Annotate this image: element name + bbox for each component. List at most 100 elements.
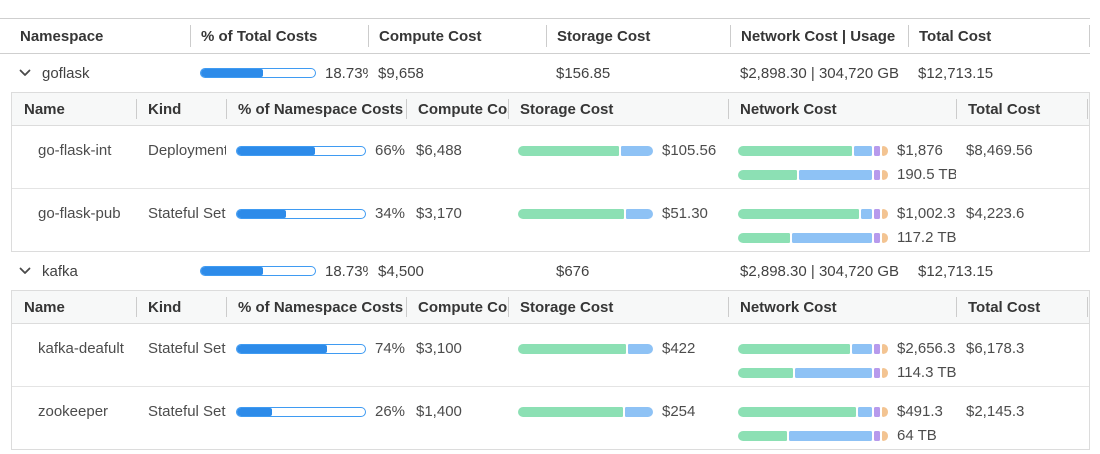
bar-segment-green <box>518 344 626 354</box>
percent-of-namespace-value: 26% <box>375 403 406 420</box>
workload-storage-cell: $422 <box>508 324 728 386</box>
storage-cost-value: $422 <box>662 340 696 357</box>
namespace-name-cell: kafka <box>0 252 190 290</box>
storage-cost-value: $254 <box>662 403 696 420</box>
column-header-of-namespace-costs: % of Namespace Costs <box>226 291 406 323</box>
workload-storage-cell: $105.56 <box>508 126 728 188</box>
chevron-down-icon[interactable] <box>18 66 32 80</box>
network-cost-bar <box>738 209 888 219</box>
bar-segment-purple <box>874 407 881 417</box>
network-usage-bar <box>738 368 889 378</box>
bar-segment-green <box>738 233 790 243</box>
storage-cost-bar <box>518 344 653 354</box>
network-usage-line: 190.5 TB <box>738 165 956 185</box>
namespace-total-cost: $12,713.15 <box>918 262 994 280</box>
column-header-storage-cost: Storage Cost <box>546 19 730 53</box>
bar-segment-blue <box>788 431 873 441</box>
bar-segment-blue <box>852 344 873 354</box>
bar-segment-blue <box>858 407 873 417</box>
network-usage-line: 114.3 TB <box>738 363 956 383</box>
percent-progress-bar <box>236 209 366 219</box>
network-usage-line: 64 TB <box>738 426 956 446</box>
storage-cost-value: $51.30 <box>662 205 708 222</box>
bar-segment-orange <box>882 368 889 378</box>
namespace-name-cell: goflask <box>0 54 190 92</box>
bar-segment-blue <box>626 209 653 219</box>
percent-progress-bar <box>200 266 316 276</box>
workload-compute-cost: $6,488 <box>416 142 462 159</box>
network-usage-value: 117.2 TB <box>897 229 956 246</box>
network-cost-value: $1,876 <box>897 142 943 159</box>
bar-segment-blue <box>853 146 873 156</box>
bar-segment-orange <box>882 233 889 243</box>
storage-cost-value: $105.56 <box>662 142 717 159</box>
column-header-compute-cost: Compute Cost <box>368 19 546 53</box>
workload-percent-cell: 34% <box>226 189 406 251</box>
workload-row: kafka-deafult Stateful Set 74% $3,100 $422 $2… <box>12 324 1089 386</box>
column-header-network-cost-usage: Network Cost | Usage <box>730 19 908 53</box>
namespace-row[interactable]: kafka 18.73% $4,500 $676 $2,898.30 | 304,720… <box>0 252 1090 290</box>
bar-segment-green <box>518 209 625 219</box>
bar-segment-purple <box>874 209 881 219</box>
percent-of-total-value: 18.73% <box>325 262 368 280</box>
bar-segment-orange <box>882 431 888 441</box>
percent-progress-bar <box>200 68 316 78</box>
workload-percent-cell: 66% <box>226 126 406 188</box>
percent-progress-bar <box>236 146 366 156</box>
network-cost-line: $491.3 <box>738 402 956 422</box>
storage-cost-bar <box>518 407 653 417</box>
workload-kind: Stateful Set <box>148 205 226 222</box>
network-cost-value: $2,656.3 <box>897 340 956 357</box>
workload-kind: Stateful Set <box>148 340 226 357</box>
bar-segment-green <box>738 368 793 378</box>
column-header-storage-cost: Storage Cost <box>508 93 728 125</box>
bar-segment-blue <box>799 170 873 180</box>
column-header-namespace: Namespace <box>20 27 104 45</box>
namespace-total-cost: $12,713.15 <box>918 64 994 82</box>
workload-network-cell: $2,656.3 114.3 TB <box>728 324 956 386</box>
network-usage-value: 64 TB <box>897 427 937 444</box>
workload-name: kafka-deafult <box>38 340 124 357</box>
workload-table-header-row: Name Kind% of Namespace Costs Compute Co st… <box>12 93 1089 126</box>
workload-total-cost: $2,145.3 <box>966 403 1025 420</box>
network-cost-line: $1,002.3 <box>738 204 956 224</box>
bar-segment-purple <box>874 233 881 243</box>
network-usage-bar <box>738 233 889 243</box>
namespace-storage-cost: $676 <box>556 262 590 280</box>
workload-table: Name Kind% of Namespace Costs Compute Co st… <box>11 92 1090 252</box>
namespace-percent-cell: 18.73% <box>190 54 368 92</box>
bar-segment-purple <box>874 170 881 180</box>
network-usage-bar <box>738 170 889 180</box>
network-cost-value: $491.3 <box>897 403 943 420</box>
percent-of-namespace-value: 66% <box>375 142 406 159</box>
bar-segment-orange <box>882 407 889 417</box>
chevron-down-icon[interactable] <box>18 264 32 278</box>
namespace-name: goflask <box>42 64 90 82</box>
workload-name: go-flask-int <box>38 142 112 159</box>
column-header-of-total-costs: % of Total Costs <box>190 19 368 53</box>
workload-name: zookeeper <box>38 403 109 420</box>
workload-name: go-flask-pub <box>38 205 121 222</box>
column-header-network-cost: Network Cost <box>728 291 956 323</box>
bar-segment-green <box>518 407 624 417</box>
bar-segment-blue <box>621 146 653 156</box>
namespace-storage-cost: $156.85 <box>556 64 611 82</box>
namespace-compute-cost: $4,500 <box>378 262 424 280</box>
network-cost-line: $2,656.3 <box>738 339 956 359</box>
namespace-network-cost-usage: $2,898.30 | 304,720 GB <box>740 64 900 82</box>
network-usage-line: 117.2 TB <box>738 228 956 248</box>
bar-segment-green <box>738 170 798 180</box>
bar-segment-orange <box>882 344 888 354</box>
workload-compute-cost: $3,170 <box>416 205 462 222</box>
workload-storage-cell: $51.30 <box>508 189 728 251</box>
table-body: goflask 18.73% $9,658 $156.85 $2,898.30 | 30… <box>0 54 1090 450</box>
workload-compute-cost: $3,100 <box>416 340 462 357</box>
bar-segment-orange <box>882 170 889 180</box>
namespace-row[interactable]: goflask 18.73% $9,658 $156.85 $2,898.30 | 30… <box>0 54 1090 92</box>
namespace-percent-cell: 18.73% <box>190 252 368 290</box>
bar-segment-purple <box>874 344 881 354</box>
workload-kind: Deployment <box>148 142 226 159</box>
column-header-storage-cost: Storage Cost <box>508 291 728 323</box>
bar-segment-blue <box>625 407 653 417</box>
workload-percent-cell: 26% <box>226 387 406 449</box>
